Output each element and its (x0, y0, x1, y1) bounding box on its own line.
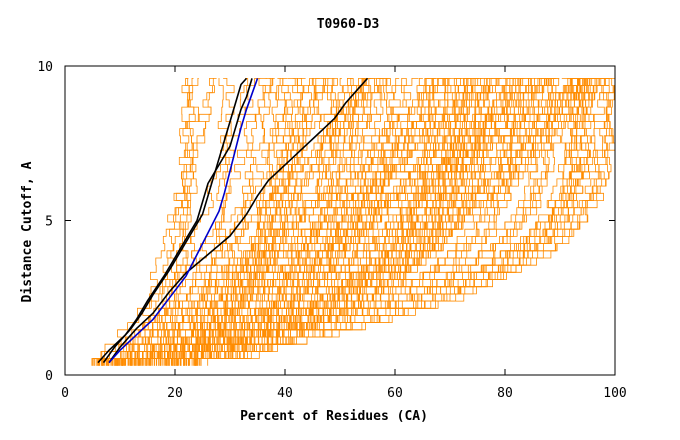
y-tick-label: 5 (45, 215, 53, 230)
x-tick-label: 80 (497, 386, 513, 401)
background-model-curve (200, 78, 610, 366)
x-axis-ticks: 0 20 40 60 80 100 (61, 66, 627, 401)
y-axis-ticks: 0 5 10 (37, 60, 615, 384)
x-tick-label: 100 (603, 386, 626, 401)
highlight-curve-0 (102, 77, 248, 364)
background-model-curve (154, 78, 195, 366)
background-model-curve (112, 78, 385, 366)
x-tick-label: 40 (277, 386, 293, 401)
highlight-curve-1 (97, 78, 253, 364)
highlight-curve-3 (108, 78, 259, 364)
background-model-curves (91, 78, 616, 366)
background-model-curve (104, 78, 461, 366)
background-model-curve (132, 78, 217, 366)
y-tick-label: 10 (37, 60, 53, 75)
background-model-curve (169, 78, 599, 366)
background-model-curve (168, 78, 482, 366)
x-axis-label: Percent of Residues (CA) (240, 409, 428, 424)
x-tick-label: 20 (167, 386, 183, 401)
y-tick-label: 0 (45, 369, 53, 384)
y-axis-label: Distance Cutoff, A (20, 161, 35, 302)
x-tick-label: 0 (61, 386, 69, 401)
background-model-curve (108, 78, 595, 366)
background-model-curve (148, 78, 444, 366)
chart-title: T0960-D3 (317, 17, 380, 32)
highlight-model-curves (97, 77, 369, 364)
background-model-curve (136, 78, 196, 366)
x-tick-label: 60 (387, 386, 403, 401)
background-model-curve (96, 78, 494, 366)
background-model-curve (96, 78, 487, 366)
highlight-curve-2 (108, 77, 369, 364)
background-model-curve (117, 78, 553, 366)
background-model-curve (188, 78, 597, 366)
